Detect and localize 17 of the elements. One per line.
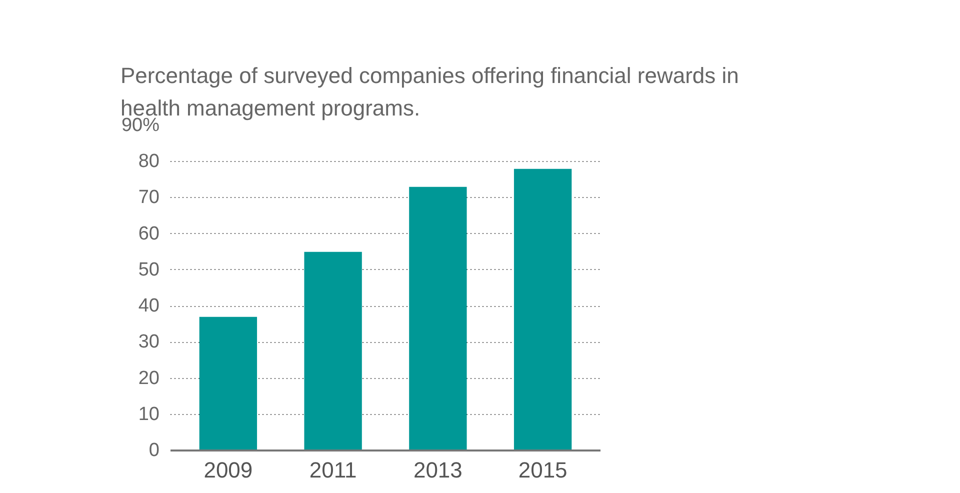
y-tick-label: 80: [138, 151, 160, 172]
x-tick-label: 2009: [204, 458, 253, 482]
bar: [199, 316, 258, 450]
x-tick-label: 2011: [309, 458, 357, 482]
y-tick-label: 60: [138, 223, 160, 244]
y-tick-label: 10: [138, 404, 160, 425]
bar: [514, 168, 572, 450]
bar: [409, 186, 467, 450]
y-tick-label: 0: [148, 440, 160, 461]
x-tick-label: 2015: [518, 458, 568, 482]
y-tick-label: 30: [138, 332, 160, 353]
bar: [304, 252, 362, 450]
y-tick-label: 50: [138, 259, 160, 280]
x-tick-label: 2013: [413, 458, 462, 482]
y-tick-label: 40: [138, 296, 160, 317]
y-tick-label: 70: [138, 187, 160, 208]
y-tick-label: 20: [138, 368, 160, 389]
